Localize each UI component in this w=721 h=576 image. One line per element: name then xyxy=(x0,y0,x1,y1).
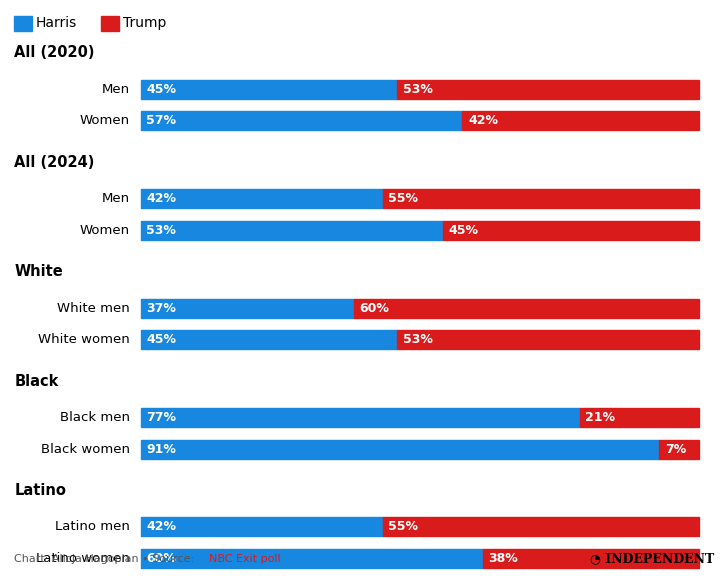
Text: 53%: 53% xyxy=(403,82,433,96)
Text: 7%: 7% xyxy=(665,442,686,456)
Bar xyxy=(354,298,699,317)
Bar xyxy=(482,549,699,568)
Bar xyxy=(462,111,699,130)
Bar xyxy=(383,517,699,536)
Text: Black men: Black men xyxy=(60,411,130,424)
Text: White women: White women xyxy=(38,333,130,346)
Text: 42%: 42% xyxy=(146,520,177,533)
Text: 21%: 21% xyxy=(585,411,616,424)
Text: 45%: 45% xyxy=(146,333,177,346)
Bar xyxy=(14,16,32,31)
Bar xyxy=(141,408,580,427)
Text: Women: Women xyxy=(79,114,130,127)
Text: Black: Black xyxy=(14,373,59,389)
Bar xyxy=(397,79,699,98)
Text: 91%: 91% xyxy=(146,442,176,456)
Bar xyxy=(141,439,660,458)
Text: Trump: Trump xyxy=(123,16,166,30)
Text: Men: Men xyxy=(102,192,130,205)
Text: Latino men: Latino men xyxy=(55,520,130,533)
Bar xyxy=(660,439,699,458)
Text: Men: Men xyxy=(102,82,130,96)
Text: Harris: Harris xyxy=(36,16,77,30)
Text: White men: White men xyxy=(57,301,130,314)
Text: 38%: 38% xyxy=(488,552,518,565)
Bar xyxy=(141,111,462,130)
Text: All (2024): All (2024) xyxy=(14,154,94,170)
Bar xyxy=(141,298,354,317)
Text: 37%: 37% xyxy=(146,301,176,314)
Text: 42%: 42% xyxy=(146,192,177,205)
Text: White: White xyxy=(14,264,63,279)
Text: 45%: 45% xyxy=(448,223,479,237)
Text: Black women: Black women xyxy=(41,442,130,456)
Text: 60%: 60% xyxy=(146,552,176,565)
Text: 53%: 53% xyxy=(146,223,176,237)
Text: NBC Exit poll: NBC Exit poll xyxy=(209,554,280,564)
Bar xyxy=(141,221,443,240)
Text: Latino women: Latino women xyxy=(36,552,130,565)
Bar xyxy=(101,16,119,31)
Bar xyxy=(141,549,482,568)
Text: 77%: 77% xyxy=(146,411,177,424)
Bar xyxy=(383,189,699,208)
Bar xyxy=(141,517,383,536)
Text: 55%: 55% xyxy=(389,192,418,205)
Text: All (2020): All (2020) xyxy=(14,45,95,60)
Text: Latino: Latino xyxy=(14,483,66,498)
Bar xyxy=(397,330,699,349)
Bar xyxy=(443,221,699,240)
Bar xyxy=(141,189,383,208)
Text: ◔ INDEPENDENT: ◔ INDEPENDENT xyxy=(590,552,714,565)
Bar xyxy=(141,330,397,349)
Text: 60%: 60% xyxy=(360,301,389,314)
Bar xyxy=(141,79,397,98)
Bar xyxy=(580,408,699,427)
Text: 42%: 42% xyxy=(468,114,498,127)
Text: 45%: 45% xyxy=(146,82,177,96)
Text: 53%: 53% xyxy=(403,333,433,346)
Text: 55%: 55% xyxy=(389,520,418,533)
Text: 57%: 57% xyxy=(146,114,177,127)
Text: Chart: Alicja Hagopian • Source:: Chart: Alicja Hagopian • Source: xyxy=(14,554,198,564)
Text: Women: Women xyxy=(79,223,130,237)
